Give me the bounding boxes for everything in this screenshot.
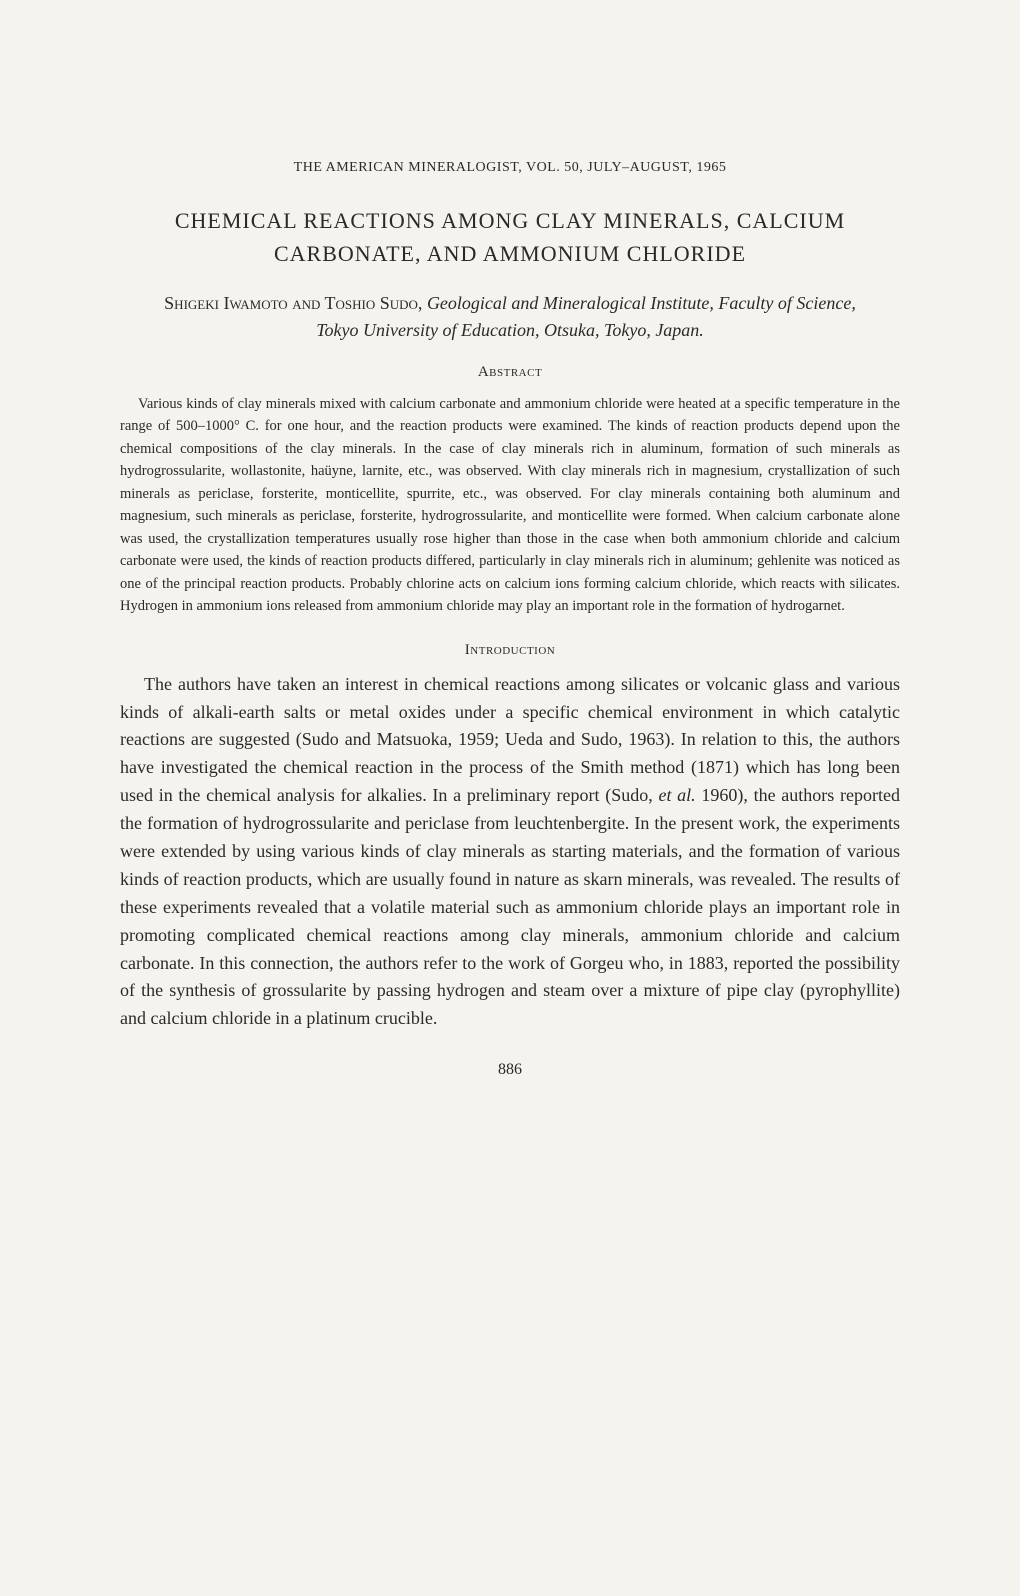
authors-block: Shigeki Iwamoto and Toshio Sudo, Geologi…: [120, 290, 900, 344]
intro-et-al: et al.: [658, 785, 695, 805]
introduction-text: The authors have taken an interest in ch…: [120, 671, 900, 1034]
paper-title: CHEMICAL REACTIONS AMONG CLAY MINERALS, …: [120, 204, 900, 270]
intro-text-part-2: 1960), the authors reported the formatio…: [120, 785, 900, 1028]
abstract-heading: Abstract: [120, 364, 900, 381]
introduction-heading: Introduction: [120, 642, 900, 659]
page-number: 886: [120, 1061, 900, 1079]
journal-header: THE AMERICAN MINERALOGIST, VOL. 50, JULY…: [120, 160, 900, 176]
abstract-text: Various kinds of clay minerals mixed wit…: [120, 393, 900, 618]
author-names: Shigeki Iwamoto and Toshio Sudo,: [164, 293, 422, 313]
